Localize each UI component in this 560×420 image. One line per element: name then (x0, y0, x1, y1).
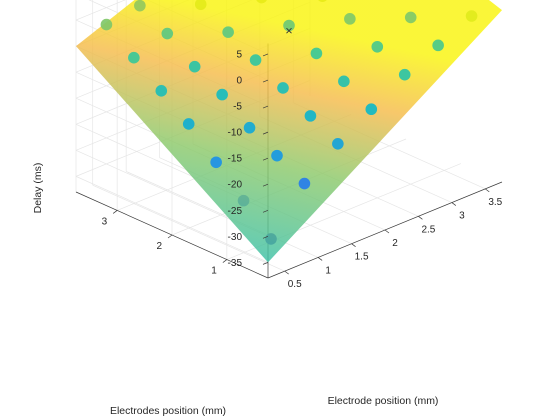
x-tick (351, 243, 356, 247)
x-tick (485, 188, 490, 193)
x-axis-label: Electrode position (mm) (328, 395, 439, 407)
x-tick-label: 2 (392, 238, 398, 249)
sidewall-gridline (75, 176, 269, 263)
z-tick (262, 157, 269, 161)
centroid-x-marker (286, 27, 292, 34)
z-tick (262, 209, 269, 213)
data-point (404, 11, 417, 24)
z-tick-label: -20 (228, 180, 243, 191)
x-tick (384, 229, 390, 234)
data-point (277, 82, 289, 94)
data-point (344, 13, 356, 25)
x-tick (284, 270, 289, 275)
z-tick-label: -15 (228, 154, 243, 165)
z-axis-label: Delay (ms) (32, 163, 44, 214)
data-point (304, 110, 317, 122)
x-tick-label: 1 (325, 265, 331, 276)
axis-ticks: -35 -30 -25 -20 -15 -10 -5 0 5 0.5 1 1.5 2 2.5 3 3.5 1 2 3 (102, 49, 503, 290)
data-point (216, 88, 228, 101)
z-tick-label: -25 (228, 206, 243, 217)
data-point (134, 0, 146, 12)
x-tick-label: 3.5 (488, 197, 502, 208)
data-point (371, 40, 384, 53)
y-tick (167, 234, 173, 239)
x-tick (418, 216, 423, 220)
z-tick-label: 5 (236, 49, 242, 60)
z-tick (262, 79, 269, 83)
z-tick (262, 105, 269, 109)
data-point (432, 39, 444, 52)
data-point (283, 19, 295, 32)
y-tick (222, 259, 228, 263)
data-point (100, 18, 113, 31)
x-tick-label: 1.5 (355, 252, 369, 263)
data-point (365, 103, 378, 116)
data-point (298, 177, 311, 190)
y-tick-label: 1 (211, 266, 217, 277)
data-point (243, 121, 256, 134)
x-tick-label: 3 (459, 211, 465, 222)
centroid-marker (286, 27, 292, 34)
z-tick (262, 53, 269, 57)
z-tick-label: -30 (228, 232, 243, 243)
data-point (271, 149, 283, 162)
data-point (249, 54, 262, 66)
data-point (210, 156, 222, 169)
z-tick (262, 183, 269, 187)
points-above-surface (100, 0, 444, 190)
x-tick-label: 0.5 (288, 279, 302, 290)
x-tick (451, 202, 457, 206)
z-tick-label: -35 (228, 258, 243, 269)
data-point (155, 85, 168, 97)
data-point (332, 137, 344, 150)
z-tick (262, 262, 269, 265)
backwall-gridline (75, 0, 126, 21)
y-tick-label: 3 (102, 216, 108, 227)
x-tick-label: 2.5 (421, 224, 435, 235)
data-point (398, 68, 411, 81)
data-point (182, 118, 195, 130)
data-point (222, 26, 234, 38)
y-tick (112, 210, 118, 214)
z-tick-label: -5 (233, 102, 242, 113)
x-tick (317, 257, 323, 261)
y-axis-label: Electrodes position (mm) (110, 405, 226, 417)
data-point (188, 60, 201, 73)
data-point (310, 47, 323, 60)
z-tick-label: 0 (236, 76, 242, 87)
y-tick-label: 2 (156, 241, 162, 252)
data-point (161, 27, 174, 40)
data-point (128, 51, 140, 64)
z-tick-label: -10 (228, 128, 243, 139)
data-point (338, 75, 350, 88)
fitted-surface (76, 0, 502, 263)
z-tick (262, 131, 269, 135)
z-tick (262, 235, 269, 239)
